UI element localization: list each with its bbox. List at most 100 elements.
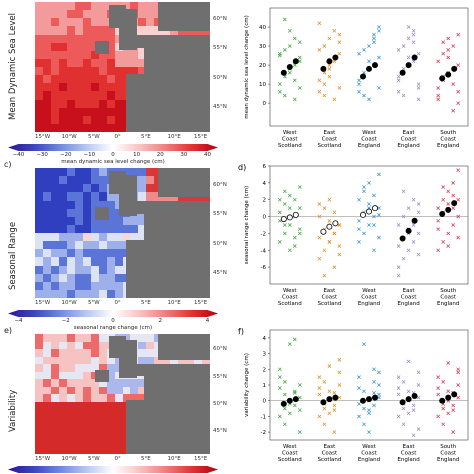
- map-cell: [98, 216, 108, 226]
- point-stroke: [357, 227, 361, 232]
- map-cell: [35, 200, 44, 210]
- map-cell: [114, 241, 123, 250]
- map-cell: [138, 58, 147, 68]
- map-cell: [138, 192, 147, 201]
- point-stroke: [282, 189, 287, 194]
- map-cell: [74, 349, 84, 357]
- point-stroke: [337, 32, 342, 37]
- map-cell: [106, 67, 116, 76]
- point-stroke: [317, 375, 322, 379]
- point-stroke: [436, 414, 441, 419]
- data-point: [436, 206, 441, 210]
- map-cell: [98, 386, 108, 395]
- map-cell: [114, 107, 123, 117]
- map-cell: [35, 2, 44, 11]
- chart-seasonal-range: d) -6 -4 -2 0 2 4 6 seasonal range change (cm) We…: [238, 163, 469, 307]
- point-stroke: [277, 82, 282, 86]
- map-cell: [162, 356, 171, 365]
- map-cell: [35, 224, 44, 234]
- point-stroke: [292, 389, 297, 394]
- map-cell: [194, 26, 203, 35]
- map-cell: [74, 216, 84, 226]
- data-point: [322, 406, 327, 411]
- map-cell: [58, 341, 68, 350]
- category-label: East: [403, 288, 416, 294]
- map-cell: [35, 18, 44, 27]
- data-point: [322, 93, 327, 98]
- map-cell: [50, 168, 60, 177]
- colorbar-label: mean dynamic sea level change (cm): [61, 159, 165, 165]
- data-point: [372, 403, 376, 408]
- map-cell: [42, 99, 52, 109]
- map-cell: [42, 34, 52, 44]
- point-stroke: [287, 44, 292, 48]
- data-point: [317, 48, 322, 52]
- data-point: [277, 197, 282, 202]
- map-cell: [42, 10, 52, 19]
- point-stroke: [332, 391, 337, 395]
- map-cell: [98, 58, 108, 68]
- data-point: [406, 248, 411, 253]
- map-cell: [122, 224, 131, 234]
- map-cell: [122, 168, 131, 177]
- point-stroke: [456, 395, 461, 400]
- land-mask: [119, 8, 137, 51]
- point-stroke: [416, 86, 421, 90]
- map-cell: [42, 386, 52, 395]
- data-point: [367, 202, 371, 206]
- point-stroke: [362, 231, 366, 236]
- panel-letter: f): [238, 327, 244, 336]
- map-cell: [35, 386, 44, 395]
- point-stroke: [401, 380, 406, 384]
- point-stroke: [456, 367, 461, 372]
- point-stroke: [292, 244, 297, 248]
- mean-marker: [292, 396, 299, 403]
- point-stroke: [377, 370, 381, 375]
- map-cell: [35, 394, 44, 402]
- map-cell: [90, 192, 100, 201]
- point-stroke: [456, 214, 461, 219]
- map-cell: [114, 409, 123, 417]
- map-cell: [66, 67, 76, 76]
- map-cell: [50, 224, 60, 234]
- lat-label: 60°N: [213, 15, 227, 22]
- map-cell: [74, 83, 84, 92]
- point-stroke: [297, 40, 302, 45]
- point-stroke: [396, 89, 401, 94]
- map-cell: [50, 91, 60, 100]
- mean-marker: [332, 54, 339, 61]
- colorbar-tick-label: 0: [111, 318, 115, 324]
- point-stroke: [436, 392, 441, 397]
- data-point: [416, 51, 421, 56]
- point-stroke: [277, 197, 282, 202]
- map-cell: [35, 281, 44, 291]
- data-point: [441, 197, 446, 202]
- map-cell: [58, 192, 68, 201]
- data-point: [292, 389, 297, 394]
- data-point: [446, 189, 451, 194]
- map-cell: [82, 439, 92, 447]
- map-cell: [114, 379, 123, 387]
- map-cell: [130, 334, 139, 342]
- map-cell: [178, 26, 187, 35]
- point-stroke: [441, 185, 446, 189]
- land-mask: [94, 370, 109, 382]
- map-cell: [74, 281, 84, 291]
- mean-marker: [280, 216, 287, 223]
- map-cell: [50, 401, 60, 410]
- point-stroke: [317, 256, 322, 261]
- map-cell: [50, 371, 60, 380]
- point-stroke: [277, 51, 282, 56]
- map-cell: [66, 216, 76, 226]
- data-point: [377, 383, 381, 387]
- point-stroke: [277, 210, 282, 215]
- point-stroke: [277, 375, 282, 379]
- map-cell: [82, 58, 92, 68]
- map-cell: [42, 224, 52, 234]
- map-cell: [82, 99, 92, 109]
- point-stroke: [282, 392, 287, 397]
- lat-label: 45°N: [213, 104, 227, 111]
- category-label: South: [440, 288, 456, 294]
- map-cell: [35, 371, 44, 380]
- point-stroke: [297, 383, 302, 387]
